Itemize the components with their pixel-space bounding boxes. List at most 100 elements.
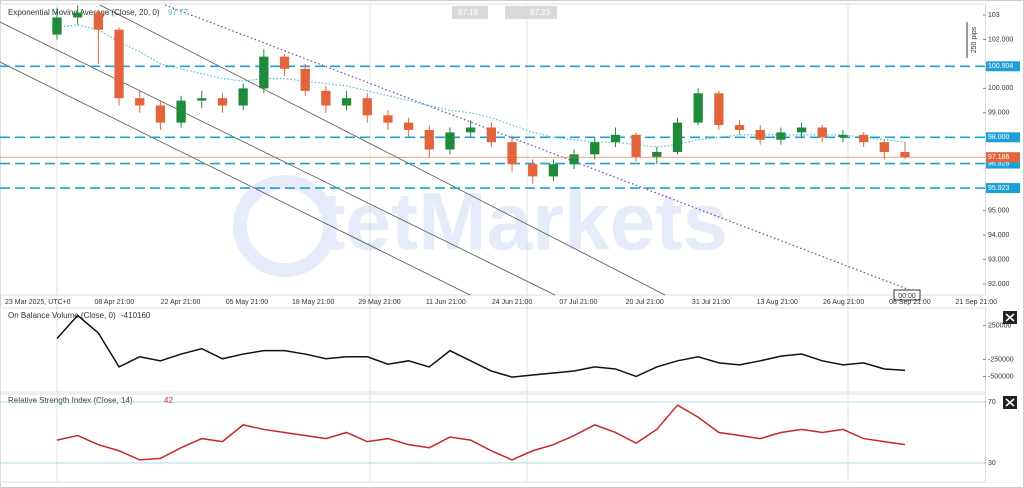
obv-panel [0, 307, 986, 393]
candle-body [238, 88, 248, 106]
sell-button[interactable] [452, 6, 488, 19]
ema-value: 97.77 [168, 8, 189, 17]
candle-body [155, 105, 166, 123]
y-tick-label: 30 [988, 460, 996, 467]
candle-body [300, 68, 310, 91]
candle-body [755, 129, 765, 140]
buy-button[interactable] [505, 6, 557, 19]
candle-body [796, 127, 807, 133]
indicator-line [56, 314, 906, 378]
candle-body [403, 122, 414, 130]
obv-value: -410160 [121, 311, 151, 320]
scale-note: 250 pips [971, 26, 978, 53]
level-label: 100.904 [988, 63, 1013, 70]
rsi-title: Relative Strength Index (Close, 14) [8, 396, 133, 405]
main-panel [0, 3, 986, 296]
x-tick-label: 08 Apr 21:00 [94, 299, 134, 306]
candle-body [383, 115, 393, 123]
y-tick-label: 92.000 [988, 281, 1010, 288]
candle-body [879, 142, 889, 152]
candle-body [424, 129, 434, 150]
candle-body [610, 134, 621, 143]
candle-body [714, 93, 724, 126]
x-tick-label: 11 Jun 21:00 [426, 299, 466, 306]
candle-body [73, 12, 83, 18]
channel-line [0, 21, 556, 296]
x-tick-label: 29 May 21:00 [358, 299, 401, 306]
candle-body [569, 154, 579, 165]
close-rsi[interactable] [1003, 396, 1017, 409]
candle-body [900, 151, 910, 158]
sell-price[interactable]: 97.18 [458, 8, 479, 17]
y-tick-label: 70 [988, 399, 996, 406]
trend-line [164, 4, 916, 293]
buy-price[interactable]: 97.23 [530, 8, 551, 17]
candle-body [631, 134, 641, 157]
candle-body [652, 151, 662, 157]
x-tick-label: 24 Jun 21:00 [492, 299, 533, 306]
last-price-box [986, 152, 1020, 163]
y-tick-label: -500000 [988, 373, 1014, 380]
channel-lines [0, 4, 666, 296]
candle-body [693, 93, 703, 123]
candle-body [114, 29, 124, 99]
channel-line [0, 61, 471, 296]
y-tick-label: 103 [988, 12, 1000, 19]
channel-line [99, 4, 666, 296]
indicator-line [56, 404, 906, 461]
candle-body [321, 90, 331, 106]
time-marker-box [893, 289, 921, 301]
candle-body [93, 12, 104, 30]
candle-body [507, 142, 517, 165]
level-label-box [986, 158, 1020, 169]
x-tick-label: 05 May 21:00 [226, 299, 269, 306]
x-tick-label: 26 Aug 21:00 [823, 299, 864, 306]
y-tick-label: 102.000 [988, 36, 1013, 43]
x-tick-label: 31 Jul 21:00 [692, 299, 730, 306]
close-icon[interactable] [1005, 398, 1015, 407]
candle-body [528, 164, 538, 177]
close-icon[interactable] [1005, 313, 1015, 322]
level-label: 98.000 [988, 134, 1010, 141]
x-tick-label: 13 Aug 21:00 [757, 299, 798, 306]
y-tick-label: 100.000 [988, 85, 1013, 92]
candle-body [445, 132, 455, 150]
level-label: 96.926 [988, 160, 1010, 167]
y-tick-label: 95.000 [988, 207, 1010, 214]
time-marker: 00:00 [898, 293, 916, 300]
last-price-label: 97.186 [988, 154, 1010, 161]
candle-body [52, 17, 62, 35]
y-tick-label: 250000 [988, 322, 1011, 329]
candle-body [176, 100, 186, 123]
level-label-box [986, 183, 1020, 194]
candle-body [341, 98, 352, 106]
x-tick-label: 21 Sep 21:00 [955, 299, 997, 306]
candle-body [197, 98, 207, 101]
candle-body [466, 127, 476, 133]
candle-body [486, 127, 496, 143]
candle-body [135, 98, 145, 106]
rsi-value: 42 [164, 396, 173, 405]
x-tick-label: 23 Mar 2025, UTC+0 [5, 299, 71, 306]
x-tick-label: 22 Apr 21:00 [161, 299, 201, 306]
ema-title: Exponential Moving Average (Close, 20, 0… [8, 8, 160, 17]
candle-body [362, 98, 372, 116]
obv-title: On Balance Volume (Close, 0) [8, 311, 116, 320]
candle-body [838, 134, 848, 138]
level-label: 95.923 [988, 185, 1010, 192]
x-tick-label: 18 May 21:00 [292, 299, 335, 306]
x-tick-label: 20 Jul 21:00 [626, 299, 664, 306]
candle-body [776, 132, 786, 140]
rsi-panel [0, 393, 986, 483]
candle-body [259, 56, 269, 89]
candle-body [217, 98, 228, 106]
candle-body [817, 127, 827, 138]
x-tick-label: 08 Sep 21:00 [889, 299, 931, 306]
level-label-box [986, 61, 1020, 72]
close-obv[interactable] [1003, 311, 1017, 324]
candle-body [734, 125, 745, 130]
ema-line [56, 24, 906, 148]
y-tick-label: 99.000 [988, 110, 1010, 117]
